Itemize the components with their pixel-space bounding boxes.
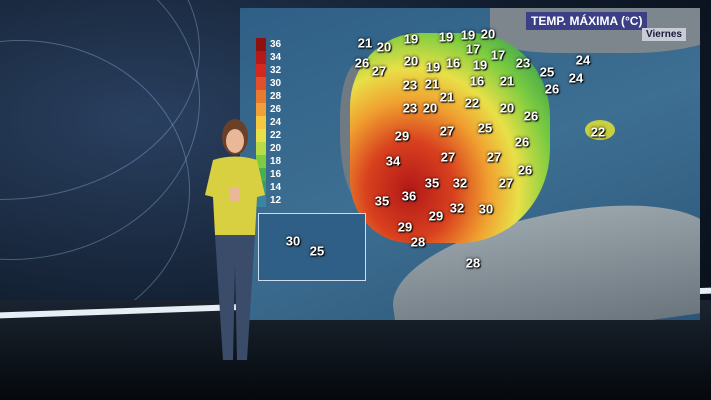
temperature-label: 20 [376, 39, 392, 55]
legend-value: 14 [270, 182, 282, 193]
temperature-label: 27 [498, 175, 514, 191]
temperature-label: 29 [428, 208, 444, 224]
temperature-label: 29 [394, 128, 410, 144]
legend-item: 26 [256, 103, 286, 116]
legend-item: 20 [256, 142, 286, 155]
presenter [205, 119, 265, 360]
weather-map: 36 34 32 30 28 26 24 22 20 18 16 14 12 21 20 19 19 19 20 1… [240, 8, 700, 320]
legend-swatch [256, 155, 266, 168]
temperature-label: 20 [499, 100, 515, 116]
temperature-label: 21 [499, 73, 515, 89]
legend-item: 24 [256, 116, 286, 129]
temperature-label: 20 [422, 100, 438, 116]
temperature-label: 21 [357, 35, 373, 51]
legend-swatch [256, 77, 266, 90]
legend-swatch [256, 142, 266, 155]
legend-swatch [256, 38, 266, 51]
temperature-label: 27 [371, 63, 387, 79]
temperature-label: 27 [439, 123, 455, 139]
temperature-label: 23 [402, 100, 418, 116]
legend-item: 28 [256, 90, 286, 103]
legend-swatch [256, 194, 266, 207]
temperature-label: 30 [285, 233, 301, 249]
temperature-label: 35 [374, 193, 390, 209]
legend-value: 18 [270, 156, 282, 167]
temperature-label: 20 [403, 53, 419, 69]
temperature-legend: 36 34 32 30 28 26 24 22 20 18 16 14 12 [256, 38, 286, 207]
temperature-label: 32 [449, 200, 465, 216]
balearic-islands [585, 120, 615, 140]
temperature-label: 24 [568, 70, 584, 86]
temperature-label: 29 [397, 219, 413, 235]
temperature-label: 26 [544, 81, 560, 97]
temperature-label: 34 [385, 153, 401, 169]
spain-heatmap [350, 33, 550, 243]
temperature-label: 19 [425, 59, 441, 75]
legend-item: 22 [256, 129, 286, 142]
legend-item: 36 [256, 38, 286, 51]
legend-value: 26 [270, 104, 282, 115]
legend-swatch [256, 51, 266, 64]
temperature-label: 28 [410, 234, 426, 250]
day-label: Viernes [642, 28, 686, 41]
canary-islands-inset [258, 213, 366, 281]
temperature-label: 26 [354, 55, 370, 71]
temperature-label: 30 [478, 201, 494, 217]
legend-item: 18 [256, 155, 286, 168]
temperature-label: 23 [515, 55, 531, 71]
temperature-label: 26 [517, 162, 533, 178]
legend-swatch [256, 129, 266, 142]
legend-swatch [256, 90, 266, 103]
temperature-label: 21 [439, 89, 455, 105]
legend-value: 32 [270, 65, 282, 76]
legend-value: 22 [270, 130, 282, 141]
legend-item: 12 [256, 194, 286, 207]
legend-item: 32 [256, 64, 286, 77]
temperature-label: 17 [490, 47, 506, 63]
temperature-label: 23 [402, 77, 418, 93]
temperature-label: 35 [424, 175, 440, 191]
temperature-label: 22 [464, 95, 480, 111]
temperature-label: 19 [403, 31, 419, 47]
legend-value: 20 [270, 143, 282, 154]
temperature-label: 21 [424, 76, 440, 92]
temperature-label: 17 [465, 41, 481, 57]
temperature-label: 19 [472, 57, 488, 73]
map-title: TEMP. MÁXIMA (°C) [526, 12, 648, 30]
legend-swatch [256, 116, 266, 129]
temperature-label: 25 [539, 64, 555, 80]
legend-value: 16 [270, 169, 282, 180]
legend-swatch [256, 103, 266, 116]
temperature-label: 27 [486, 149, 502, 165]
legend-value: 24 [270, 117, 282, 128]
legend-item: 16 [256, 168, 286, 181]
temperature-label: 28 [465, 255, 481, 271]
temperature-label: 26 [514, 134, 530, 150]
temperature-label: 25 [309, 243, 325, 259]
temperature-label: 26 [523, 108, 539, 124]
temperature-label: 24 [575, 52, 591, 68]
temperature-label: 32 [452, 175, 468, 191]
temperature-label: 19 [460, 27, 476, 43]
temperature-label: 20 [480, 26, 496, 42]
legend-swatch [256, 168, 266, 181]
legend-value: 30 [270, 78, 282, 89]
temperature-label: 16 [469, 73, 485, 89]
legend-value: 34 [270, 52, 282, 63]
legend-value: 12 [270, 195, 282, 206]
legend-swatch [256, 64, 266, 77]
legend-value: 36 [270, 39, 282, 50]
temperature-label: 22 [590, 124, 606, 140]
temperature-label: 36 [401, 188, 417, 204]
legend-item: 30 [256, 77, 286, 90]
legend-item: 34 [256, 51, 286, 64]
temperature-label: 16 [445, 55, 461, 71]
temperature-label: 19 [438, 29, 454, 45]
temperature-label: 25 [477, 120, 493, 136]
temperature-label: 27 [440, 149, 456, 165]
legend-value: 28 [270, 91, 282, 102]
